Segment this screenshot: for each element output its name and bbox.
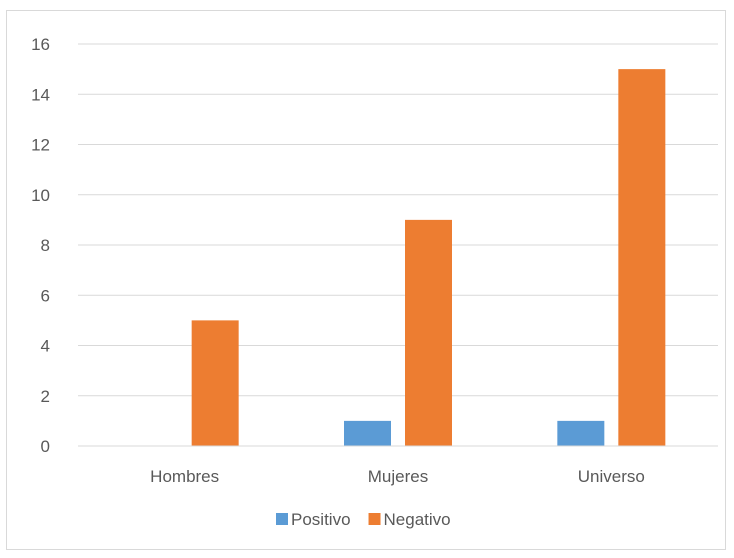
y-tick-label: 8 [41, 236, 50, 255]
bar-negativo-hombres [191, 320, 239, 446]
y-tick-label: 12 [31, 136, 50, 155]
x-category-label: Universo [578, 467, 645, 486]
bars [191, 69, 666, 446]
legend-label-negativo: Negativo [384, 510, 451, 529]
bar-positivo-mujeres [344, 420, 391, 446]
x-category-label: Mujeres [368, 467, 428, 486]
x-category-label: Hombres [150, 467, 219, 486]
bar-positivo-universo [557, 420, 605, 446]
y-tick-label: 10 [31, 186, 50, 205]
legend-label-positivo: Positivo [291, 510, 351, 529]
bar-negativo-universo [618, 69, 666, 446]
bar-negativo-mujeres [405, 219, 452, 446]
chart-frame [6, 10, 726, 550]
y-tick-label: 14 [31, 85, 50, 104]
x-axis: Hombres Mujeres Universo [78, 445, 718, 486]
legend: Positivo Negativo [276, 510, 451, 529]
y-tick-label: 16 [31, 35, 50, 54]
legend-swatch-negativo [368, 513, 381, 525]
y-tick-label: 0 [41, 437, 50, 456]
legend-swatch-positivo [276, 513, 288, 525]
y-axis: 0 2 4 6 8 10 12 14 16 [31, 35, 50, 456]
y-tick-label: 2 [41, 387, 50, 406]
y-tick-label: 4 [41, 337, 50, 356]
y-tick-label: 6 [41, 286, 50, 305]
